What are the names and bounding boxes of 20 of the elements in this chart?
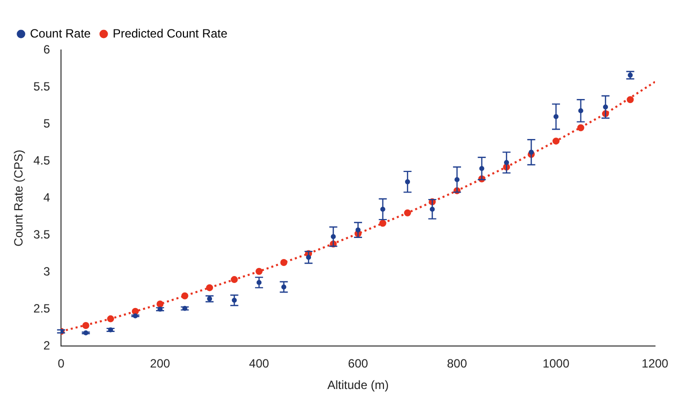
y-tick-label: 4 — [43, 190, 50, 204]
x-tick-label: 400 — [249, 356, 270, 371]
x-tick-label: 800 — [447, 356, 468, 371]
x-tick-label: 1200 — [642, 356, 669, 371]
legend-label: Count Rate — [30, 26, 92, 40]
y-tick-label: 3.5 — [33, 227, 50, 242]
y-axis-title: Count Rate (CPS) — [12, 150, 26, 246]
x-tick-label: 0 — [58, 356, 65, 371]
legend-label: Predicted Count Rate — [112, 26, 228, 40]
x-axis-title: Altitude (m) — [327, 378, 389, 392]
y-tick-label: 5.5 — [33, 79, 50, 94]
x-tick-label: 200 — [150, 356, 170, 371]
y-tick-label: 2 — [43, 338, 50, 353]
y-tick-label: 5 — [43, 116, 50, 130]
y-tick-label: 2.5 — [33, 301, 50, 316]
y-tick-label: 3 — [43, 264, 50, 278]
y-tick-label: 6 — [43, 42, 50, 56]
x-tick-label: 600 — [348, 356, 368, 371]
y-tick-label: 4.5 — [33, 153, 50, 168]
x-tick-label: 1000 — [542, 356, 570, 371]
